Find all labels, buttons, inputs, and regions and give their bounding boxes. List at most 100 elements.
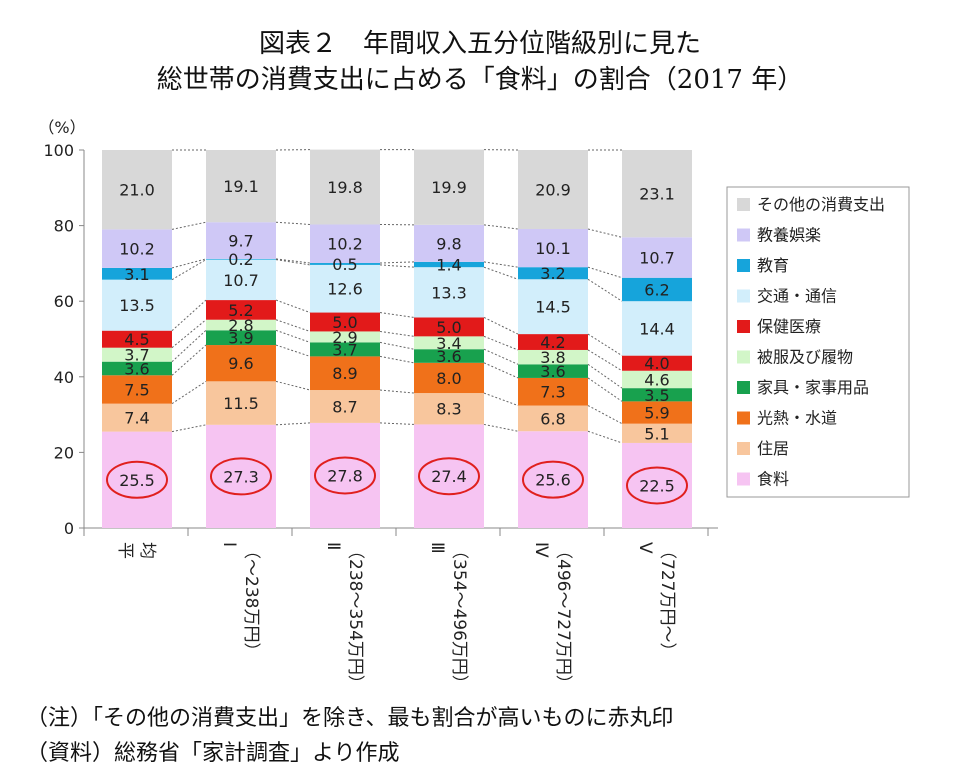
- connector-line: [483, 362, 519, 379]
- data-label: 8.7: [332, 397, 357, 416]
- x-category-label: Ⅳ: [531, 542, 551, 558]
- data-label: 14.4: [639, 319, 675, 338]
- bar-segment: [206, 222, 276, 259]
- connector-line: [275, 329, 311, 343]
- connector-line: [483, 224, 519, 230]
- data-label: 10.7: [639, 249, 675, 268]
- connector-line: [275, 422, 311, 426]
- connector-line: [275, 258, 311, 264]
- data-label: 8.0: [436, 369, 461, 388]
- data-label: 2.8: [228, 316, 253, 335]
- bar-segment: [622, 277, 692, 302]
- data-label: 7.5: [124, 380, 149, 399]
- data-label: 4.6: [644, 370, 669, 389]
- data-label: 7.4: [124, 409, 149, 428]
- bar-segment: [310, 342, 380, 357]
- connector-line: [379, 330, 415, 337]
- bar-segment: [102, 361, 172, 376]
- chart-note: （注）「その他の消費支出」を除き、最も割合が高いものに赤丸印: [26, 706, 674, 731]
- connector-line: [379, 389, 415, 394]
- bar-segment: [622, 401, 692, 424]
- data-label: 27.3: [223, 467, 259, 486]
- data-label: 3.7: [124, 346, 149, 365]
- data-label: 5.1: [644, 424, 669, 443]
- y-tick-label: 60: [54, 292, 74, 311]
- data-label: 13.5: [119, 296, 155, 315]
- connector-line: [379, 422, 415, 425]
- data-label: 10.7: [223, 271, 259, 290]
- x-category-label: （354～496万円）: [449, 542, 469, 692]
- bar-segment: [414, 349, 484, 363]
- y-tick-label: 40: [54, 368, 74, 387]
- data-label: 5.0: [332, 313, 357, 332]
- legend-swatch: [737, 350, 750, 364]
- data-label: 27.8: [327, 466, 363, 485]
- data-label: 4.0: [644, 354, 669, 373]
- data-label: 25.6: [535, 471, 571, 490]
- data-label: 19.9: [431, 178, 467, 197]
- connector-line: [275, 319, 311, 332]
- data-label: 3.8: [540, 348, 565, 367]
- data-label: 20.9: [535, 181, 571, 200]
- bar-segment: [622, 423, 692, 443]
- legend-label: 交通・通信: [757, 287, 837, 306]
- bar-segment: [102, 431, 172, 528]
- highlight-circle: [314, 456, 376, 495]
- data-label: 10.2: [119, 240, 155, 259]
- connector-line: [171, 319, 207, 349]
- bar-segment: [622, 442, 692, 528]
- legend-label: 光熱・水道: [757, 409, 837, 428]
- bar-segment: [518, 150, 588, 230]
- connector-line: [171, 258, 207, 269]
- data-label: 22.5: [639, 476, 675, 495]
- x-category-label: （～238万円）: [241, 542, 261, 659]
- connector-line: [483, 392, 519, 406]
- bar-segment: [518, 377, 588, 406]
- connector-line: [587, 405, 623, 425]
- legend-swatch: [737, 228, 750, 242]
- connector-line: [379, 355, 415, 364]
- connector-line: [275, 299, 311, 314]
- legend-label: 教養娯楽: [757, 226, 821, 245]
- data-label: 0.5: [332, 255, 357, 274]
- legend-swatch: [737, 259, 750, 272]
- connector-line: [171, 380, 207, 405]
- data-label: 3.6: [124, 359, 149, 378]
- bar-segment: [310, 263, 380, 265]
- data-label: 9.8: [436, 234, 461, 253]
- x-category-label-group: Ⅴ （727万円～）: [635, 542, 677, 659]
- bar-segment: [414, 336, 484, 350]
- bar-segment: [102, 347, 172, 362]
- data-label: 14.5: [535, 298, 571, 317]
- x-category-label: 平: [115, 542, 135, 559]
- connector-line: [483, 266, 519, 280]
- legend-label: 教育: [757, 256, 789, 275]
- data-label: 11.5: [223, 394, 259, 413]
- connector-line: [587, 377, 623, 402]
- data-label: 3.4: [436, 334, 461, 353]
- bar-segment: [518, 334, 588, 350]
- x-category-label: Ⅴ: [635, 542, 655, 554]
- bar-segment: [310, 390, 380, 423]
- bar-segment: [622, 301, 692, 356]
- connector-line: [587, 430, 623, 444]
- bar-segment: [414, 149, 484, 225]
- bar-segment: [102, 229, 172, 268]
- x-category-label: （496～727万円）: [553, 542, 573, 692]
- bar-segment: [518, 229, 588, 268]
- data-label: 6.2: [644, 280, 669, 299]
- legend-label: 家具・家事用品: [757, 378, 869, 397]
- bar-segment: [206, 381, 276, 425]
- data-label: 9.7: [228, 232, 253, 251]
- data-label: 21.0: [119, 181, 155, 200]
- highlight-circle: [522, 460, 584, 499]
- connector-line: [587, 278, 623, 302]
- bar-segment: [206, 300, 276, 320]
- bar-segment: [206, 319, 276, 331]
- bar-segment: [310, 422, 380, 528]
- data-label: 12.6: [327, 280, 363, 299]
- x-category-label: Ⅱ: [323, 542, 343, 550]
- bar-segment: [414, 362, 484, 394]
- y-tick-label: 20: [54, 443, 74, 462]
- connector-line: [483, 423, 519, 432]
